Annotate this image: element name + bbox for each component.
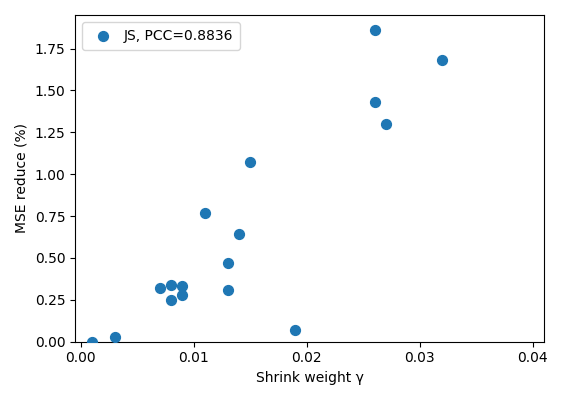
JS, PCC=0.8836 bbox=[438, 57, 447, 64]
JS, PCC=0.8836 bbox=[178, 292, 187, 298]
JS, PCC=0.8836 bbox=[155, 285, 164, 291]
JS, PCC=0.8836 bbox=[235, 231, 244, 238]
JS, PCC=0.8836 bbox=[223, 260, 232, 266]
JS, PCC=0.8836 bbox=[178, 283, 187, 290]
JS, PCC=0.8836 bbox=[110, 334, 119, 340]
JS, PCC=0.8836 bbox=[166, 282, 175, 288]
Y-axis label: MSE reduce (%): MSE reduce (%) bbox=[15, 123, 29, 233]
JS, PCC=0.8836 bbox=[201, 210, 210, 216]
JS, PCC=0.8836 bbox=[381, 121, 390, 127]
JS, PCC=0.8836 bbox=[246, 159, 255, 166]
Legend: JS, PCC=0.8836: JS, PCC=0.8836 bbox=[82, 22, 240, 50]
JS, PCC=0.8836 bbox=[223, 286, 232, 293]
JS, PCC=0.8836 bbox=[87, 338, 96, 345]
JS, PCC=0.8836 bbox=[291, 327, 300, 333]
JS, PCC=0.8836 bbox=[370, 27, 379, 33]
JS, PCC=0.8836 bbox=[166, 297, 175, 303]
X-axis label: Shrink weight γ: Shrink weight γ bbox=[255, 371, 364, 385]
JS, PCC=0.8836 bbox=[370, 99, 379, 105]
